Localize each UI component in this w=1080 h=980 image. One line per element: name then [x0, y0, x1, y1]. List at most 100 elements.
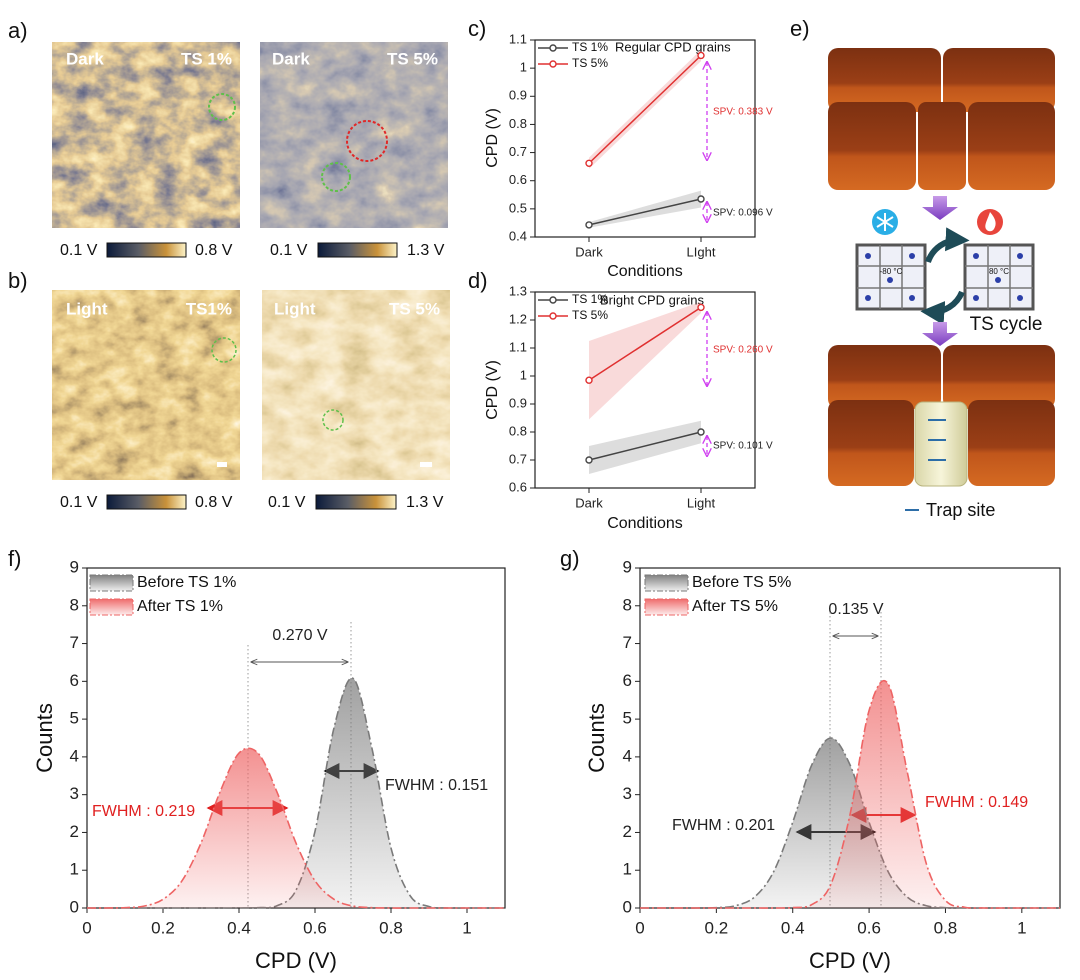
schematic: -80 °C 80 °C TS cycle Trap site [828, 48, 1055, 520]
y-tick-label: 1 [520, 367, 527, 382]
cycle-arrow [925, 227, 970, 264]
x-axis-title: CPD (V) [809, 948, 891, 973]
y-tick-label: 0.9 [509, 88, 527, 103]
annotation: SPV: 0.383 V [713, 107, 773, 118]
panel-label: c) [468, 16, 486, 41]
hot-temp: 80 °C [989, 267, 1009, 276]
colorbar [317, 242, 398, 258]
map-image [52, 42, 240, 228]
x-tick-label: 0.6 [303, 918, 327, 937]
colorbar-max: 0.8 V [195, 494, 233, 511]
x-tick-label: LIght [687, 244, 716, 259]
panel-labels: a) b) c) d) e) f) g) [8, 16, 810, 571]
legend-label: After TS 1% [137, 598, 223, 615]
map-sample: TS 5% [387, 49, 438, 68]
y-tick-label: 1 [623, 860, 632, 879]
point [585, 376, 593, 384]
annotation: FWHM : 0.149 [925, 794, 1028, 811]
y-tick-label: 5 [70, 709, 79, 728]
y-tick-label: 9 [623, 557, 632, 576]
crystal-grid [857, 245, 925, 309]
snowflake [876, 213, 894, 231]
legend-swatch [89, 598, 134, 616]
x-tick-label: 0 [635, 918, 644, 937]
map-condition: Dark [272, 49, 310, 68]
map-image [52, 290, 240, 480]
chart-title: Regular CPD grains [615, 39, 731, 54]
panel-label: g) [560, 546, 580, 571]
map-sample: TS 1% [181, 49, 232, 68]
panel-label: a) [8, 18, 28, 43]
cycle-label: TS cycle [970, 314, 1043, 335]
x-tick-label: 0 [82, 918, 91, 937]
point [697, 428, 705, 436]
point [697, 303, 705, 312]
legend-label: Before TS 1% [137, 574, 236, 591]
colorbar [106, 242, 187, 258]
legend-label: Trap site [926, 500, 995, 520]
colorbar [315, 494, 397, 510]
series-line [588, 54, 702, 164]
area-fill [640, 680, 1060, 909]
x-tick-label: Dark [575, 495, 603, 510]
legend-marker [549, 44, 557, 52]
x-tick-label: 0.4 [781, 918, 805, 937]
y-tick-label: 1 [70, 860, 79, 879]
y-tick-label: 8 [623, 595, 632, 614]
annotation: FWHM : 0.219 [92, 803, 195, 820]
annotation: 0.270 V [272, 627, 327, 644]
y-tick-label: 1.1 [509, 31, 527, 46]
arrow [922, 196, 958, 220]
colorbar-min: 0.1 V [268, 494, 306, 511]
marker-circle [346, 120, 388, 162]
x-tick-label: 0.2 [151, 918, 175, 937]
y-tick-label: 0 [623, 897, 632, 916]
error-band [589, 190, 701, 228]
x-tick-label: Dark [575, 244, 603, 259]
area-outline [639, 679, 1060, 909]
grain-block [968, 400, 1055, 486]
area-outline [86, 747, 505, 909]
annotation: SPV: 0.101 V [713, 441, 773, 452]
annotation: 0.135 V [828, 601, 883, 618]
point [697, 51, 705, 60]
y-tick-label: 1 [520, 60, 527, 75]
panel-label: d) [468, 268, 488, 293]
x-tick-label: 0.4 [227, 918, 251, 937]
marker-circle [322, 409, 344, 431]
x-axis-title: CPD (V) [255, 948, 337, 973]
map-condition: Light [66, 299, 108, 318]
y-tick-label: 7 [70, 633, 79, 652]
legend-label: After TS 5% [692, 598, 778, 615]
x-tick-label: Light [687, 495, 716, 510]
legend-label: Before TS 5% [692, 574, 791, 591]
y-tick-label: 0.6 [509, 172, 527, 187]
x-axis-title: Conditions [607, 515, 683, 532]
grain-block [943, 345, 1055, 409]
y-axis-title: CPD (V) [484, 360, 501, 420]
series-line [588, 198, 702, 226]
x-tick-label: 0.6 [857, 918, 881, 937]
y-tick-label: 7 [623, 633, 632, 652]
y-tick-label: 0 [70, 897, 79, 916]
y-tick-label: 1.2 [509, 311, 527, 326]
x-tick-label: 0.2 [705, 918, 729, 937]
colorbar-min: 0.1 V [60, 494, 98, 511]
map-sample: TS 5% [389, 299, 440, 318]
y-tick-label: 6 [623, 671, 632, 690]
trap-marks [928, 419, 946, 461]
legend-swatch [644, 574, 689, 592]
legend-swatch [644, 598, 689, 616]
error-band [589, 301, 701, 420]
legend-marker [549, 312, 557, 320]
y-axis-title: CPD (V) [484, 108, 501, 168]
legend-marker [549, 60, 557, 68]
x-tick-label: 1 [462, 918, 471, 937]
legend-label: TS 1% [572, 40, 608, 54]
colorbar-max: 1.3 V [406, 494, 444, 511]
panel-label: e) [790, 16, 810, 41]
marker-circle [321, 162, 351, 192]
annotation: SPV: 0.260 V [713, 345, 773, 356]
y-axis-title: Counts [584, 703, 609, 773]
y-tick-label: 5 [623, 709, 632, 728]
